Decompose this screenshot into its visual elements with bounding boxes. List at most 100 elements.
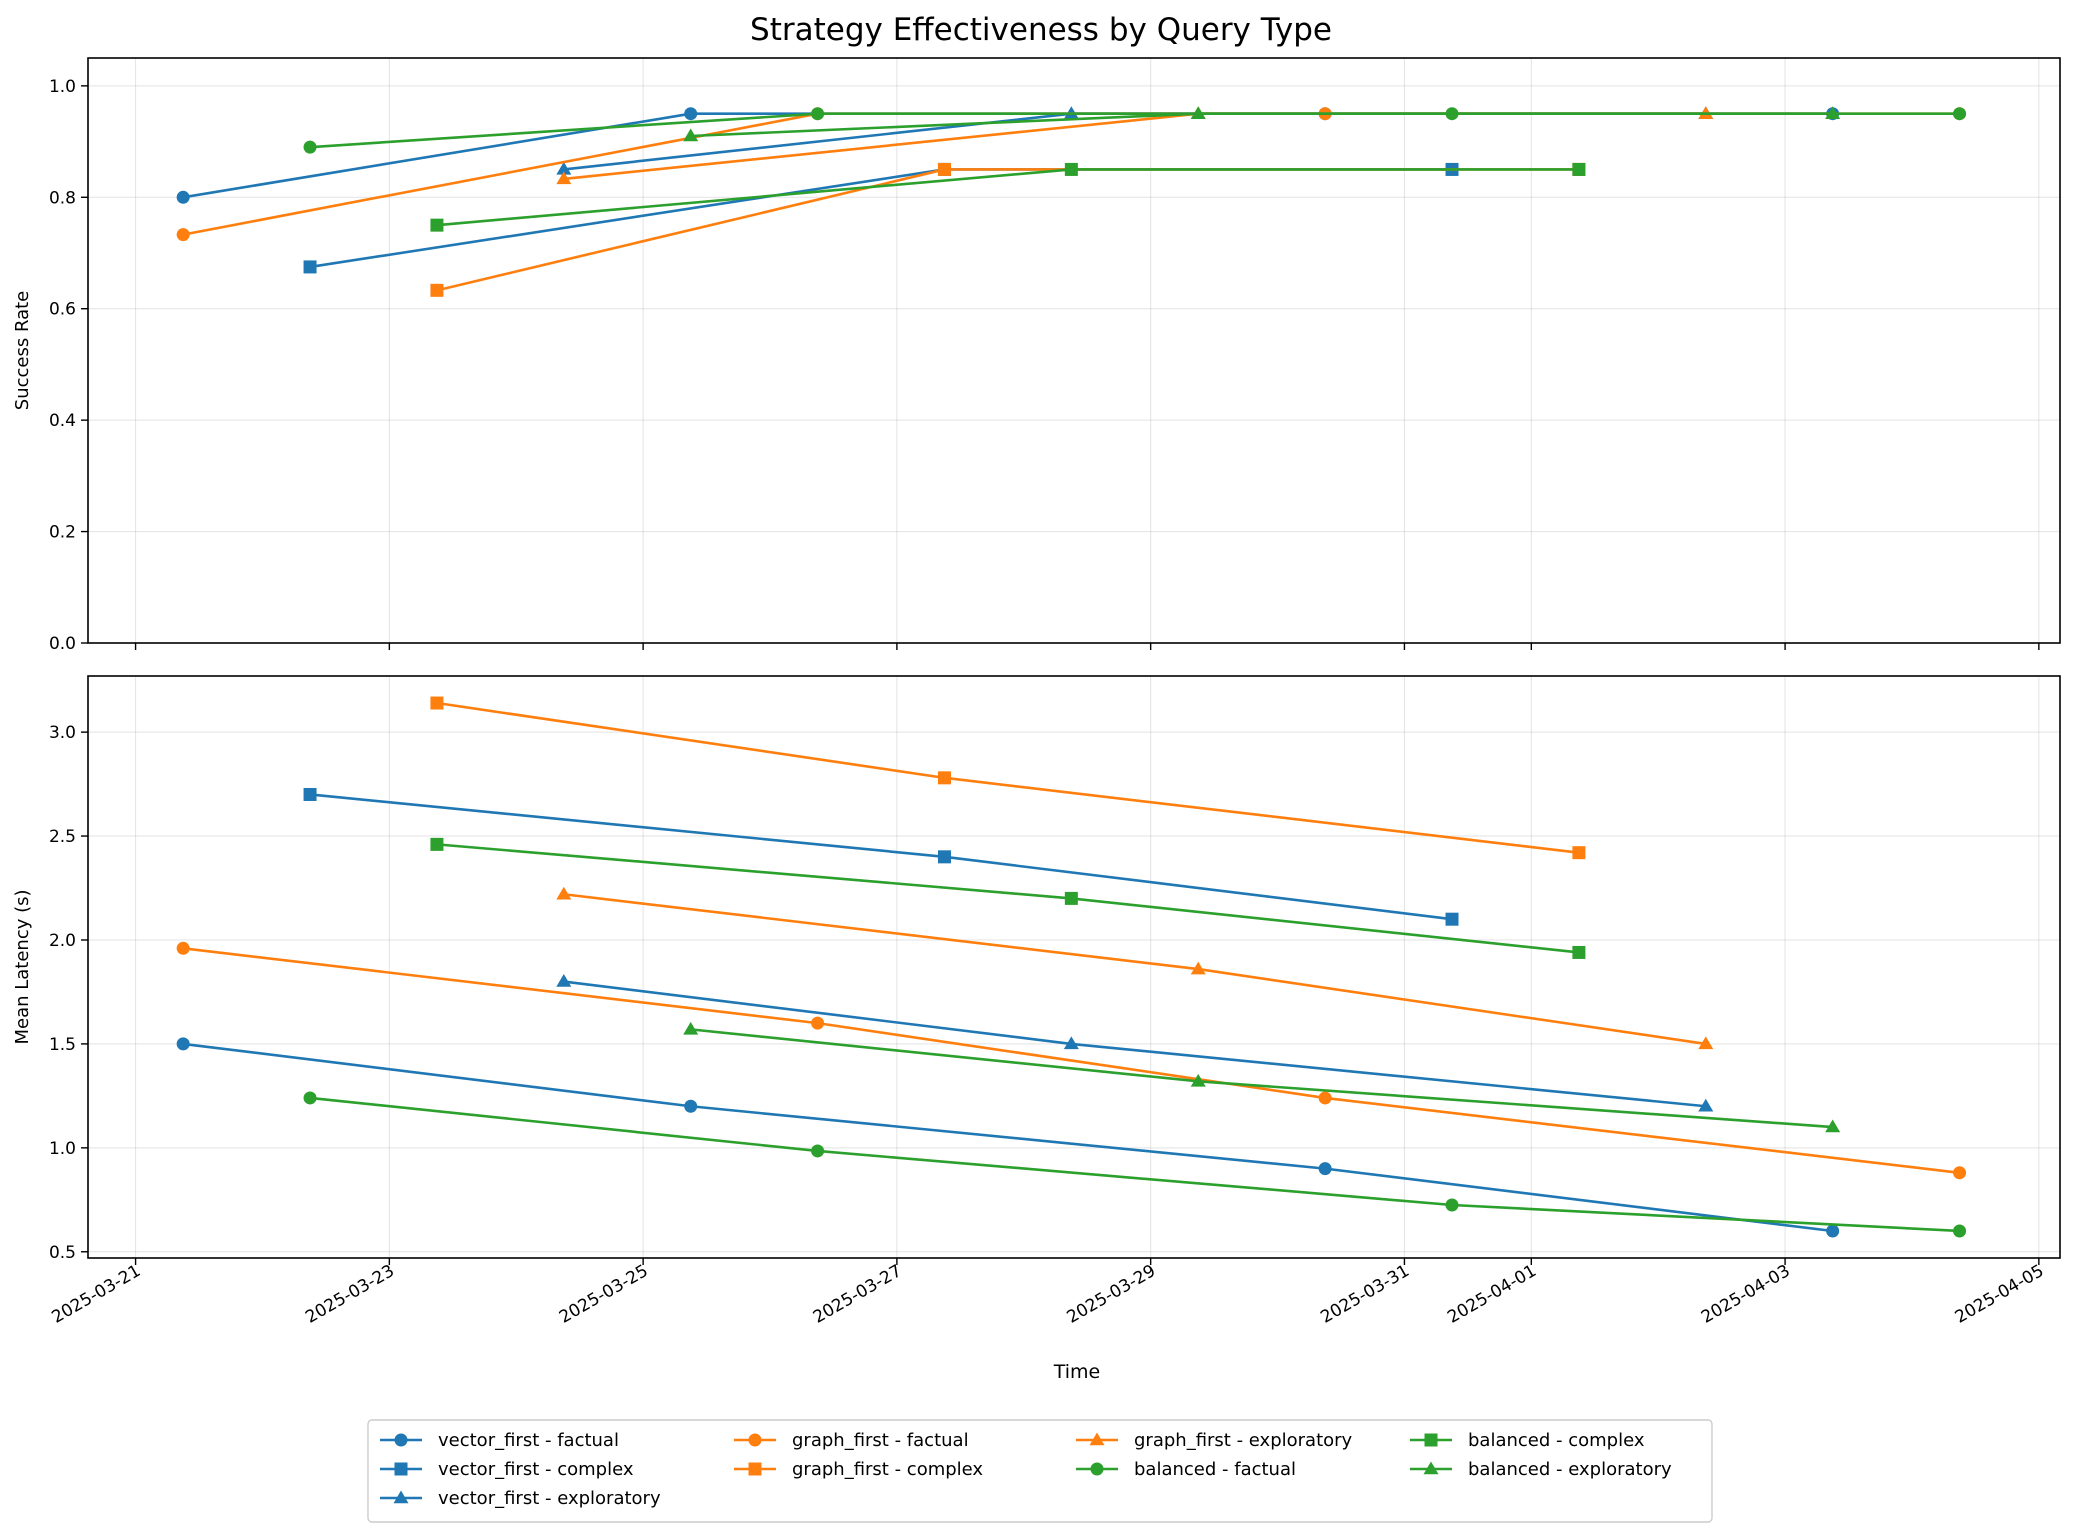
y-tick-label: 1.5: [49, 1035, 76, 1055]
data-point: [303, 1091, 317, 1105]
series-line: [309, 793, 1453, 921]
data-point: [1953, 107, 1967, 121]
y-tick-label: 0.6: [49, 300, 76, 320]
data-point: [937, 850, 951, 864]
legend-label: graph_first - complex: [792, 1459, 983, 1480]
data-point: [684, 107, 698, 121]
y-tick-label: 1.0: [49, 1139, 76, 1159]
data-point: [937, 771, 951, 785]
x-tick-label: 2025-03-27: [810, 1261, 906, 1328]
data-point: [176, 228, 190, 242]
data-point: [1826, 1224, 1840, 1238]
legend-label: balanced - exploratory: [1468, 1459, 1672, 1480]
legend-item: graph_first - factual: [734, 1430, 969, 1451]
data-point: [683, 128, 699, 142]
y-tick-label: 0.0: [49, 634, 76, 654]
x-tick-label: 2025-03-31: [1317, 1261, 1413, 1328]
data-point: [1445, 912, 1459, 926]
data-point: [811, 1016, 825, 1030]
data-point: [556, 161, 572, 175]
series-balanced-exploratory: [683, 106, 1841, 142]
legend-marker: [394, 1433, 408, 1447]
legend-marker: [1090, 1462, 1104, 1476]
series-line: [309, 1096, 1960, 1233]
legend: vector_first - factual vector_first - com…: [367, 1419, 1713, 1523]
data-point: [937, 162, 951, 176]
y-tick-label: 1.0: [49, 77, 76, 97]
data-point: [556, 974, 572, 987]
x-tick-label: 2025-04-03: [1698, 1261, 1794, 1328]
data-point: [1063, 1036, 1079, 1050]
data-point: [1572, 846, 1586, 860]
legend-item: vector_first - exploratory: [380, 1488, 661, 1509]
legend-marker: [1423, 1461, 1439, 1475]
data-point: [1572, 162, 1586, 176]
x-axis-label: Time: [1053, 1361, 1101, 1383]
series-line: [183, 947, 1960, 1175]
data-point: [556, 171, 572, 185]
legend-marker: [748, 1433, 762, 1447]
data-point: [303, 260, 317, 274]
legend-label: vector_first - factual: [438, 1430, 619, 1451]
series-graph-first-exploratory: [556, 886, 1714, 1050]
legend-item: vector_first - factual: [380, 1430, 619, 1451]
data-point: [1825, 1119, 1841, 1133]
data-point: [1698, 1098, 1714, 1112]
y-tick-label: 3.0: [49, 723, 76, 743]
series-vector-first-factual: [176, 1037, 1840, 1238]
legend-marker: [748, 1462, 762, 1476]
data-point: [303, 140, 317, 154]
data-point: [176, 1037, 190, 1051]
y-tick-label: 2.0: [49, 931, 76, 951]
legend-label: graph_first - factual: [792, 1430, 969, 1451]
y-tick-label: 0.4: [49, 411, 76, 431]
y-axis-label: Success Rate: [12, 291, 33, 410]
data-point: [1825, 106, 1841, 119]
data-point: [176, 941, 190, 955]
data-point: [1190, 1073, 1206, 1087]
x-tick-label: 2025-04-05: [1952, 1261, 2048, 1328]
x-tick-label: 2025-03-23: [302, 1261, 398, 1328]
legend-label: balanced - factual: [1134, 1459, 1296, 1480]
series-vector-first-exploratory: [556, 974, 1714, 1112]
data-point: [1190, 106, 1206, 119]
series-line: [183, 1042, 1833, 1233]
data-point: [1064, 891, 1078, 905]
grid: [88, 676, 2060, 1258]
data-point: [556, 886, 572, 900]
legend-marker: [1089, 1432, 1105, 1446]
data-point: [1445, 1198, 1459, 1212]
legend-marker: [1424, 1433, 1438, 1447]
success-rate-panel: 0.0 0.2 0.4 0.6 0.8 1.0 Success Rate: [12, 57, 2061, 654]
plot-frame: [87, 57, 2061, 644]
x-tick-label: 2025-04-01: [1444, 1261, 1540, 1328]
series-balanced-factual: [303, 1091, 1967, 1238]
data-point: [430, 218, 444, 232]
data-point: [811, 107, 825, 121]
y-tick-label: 0.2: [49, 523, 76, 543]
y-tick-label: 0.8: [49, 188, 76, 208]
data-point: [176, 190, 190, 204]
data-point: [430, 837, 444, 851]
legend-item: graph_first - exploratory: [1076, 1430, 1353, 1451]
data-point: [430, 696, 444, 710]
legend-item: balanced - exploratory: [1410, 1459, 1672, 1480]
series-balanced-complex: [430, 837, 1586, 959]
data-point: [1953, 1224, 1967, 1238]
data-point: [1064, 162, 1078, 176]
data-point: [303, 787, 317, 801]
y-tick-label: 0.5: [49, 1243, 76, 1263]
series-line: [436, 701, 1580, 854]
data-point: [1572, 945, 1586, 959]
series-balanced-complex: [430, 162, 1586, 232]
legend-marker: [394, 1462, 408, 1476]
legend-marker: [393, 1490, 409, 1504]
series-line: [182, 112, 1833, 199]
series-graph-first-exploratory: [556, 106, 1714, 185]
data-point: [683, 1021, 699, 1035]
series-vector-first-complex: [303, 787, 1459, 926]
data-point: [1318, 1091, 1332, 1105]
legend-item: balanced - factual: [1076, 1459, 1296, 1480]
series-line: [690, 112, 1833, 138]
data-point: [1190, 961, 1206, 975]
